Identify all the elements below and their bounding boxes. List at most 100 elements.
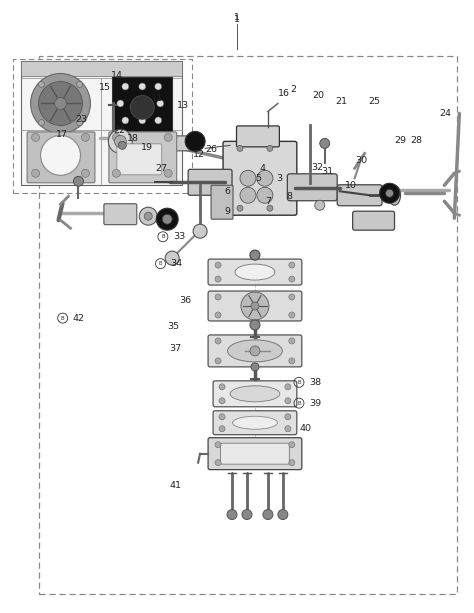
Circle shape <box>289 312 295 318</box>
Text: 18: 18 <box>127 134 139 143</box>
Bar <box>21 61 182 75</box>
Circle shape <box>215 276 221 282</box>
Text: 20: 20 <box>312 91 324 100</box>
Circle shape <box>165 251 179 265</box>
FancyBboxPatch shape <box>353 211 394 230</box>
Text: 9: 9 <box>225 207 230 216</box>
Text: B: B <box>161 234 164 239</box>
Text: 10: 10 <box>345 181 356 190</box>
Text: 37: 37 <box>170 344 182 352</box>
Text: 1: 1 <box>234 15 240 23</box>
Text: 17: 17 <box>56 129 68 139</box>
Text: 5: 5 <box>255 173 261 183</box>
Circle shape <box>237 145 243 151</box>
Text: 27: 27 <box>155 164 167 173</box>
Circle shape <box>215 312 221 318</box>
Circle shape <box>289 460 295 466</box>
Circle shape <box>55 97 66 110</box>
Circle shape <box>219 414 225 420</box>
Circle shape <box>130 96 154 120</box>
Text: 2: 2 <box>291 85 297 94</box>
Circle shape <box>162 214 172 224</box>
Ellipse shape <box>230 386 280 402</box>
Text: 15: 15 <box>99 83 110 92</box>
Circle shape <box>227 509 237 519</box>
FancyBboxPatch shape <box>211 185 233 219</box>
Circle shape <box>77 120 82 126</box>
Circle shape <box>267 205 273 211</box>
FancyBboxPatch shape <box>188 169 232 196</box>
Circle shape <box>38 120 45 126</box>
FancyBboxPatch shape <box>208 259 302 285</box>
Circle shape <box>267 145 273 151</box>
Text: 40: 40 <box>300 424 311 433</box>
Text: 36: 36 <box>179 296 191 305</box>
Circle shape <box>32 169 40 177</box>
Text: 8: 8 <box>286 192 292 201</box>
Circle shape <box>41 135 81 175</box>
Text: 3: 3 <box>276 173 283 183</box>
Circle shape <box>250 250 260 260</box>
Circle shape <box>289 358 295 364</box>
Circle shape <box>289 338 295 344</box>
FancyBboxPatch shape <box>213 381 297 407</box>
FancyBboxPatch shape <box>117 144 162 175</box>
Text: 38: 38 <box>309 378 321 387</box>
Bar <box>38 56 457 595</box>
Circle shape <box>164 134 172 142</box>
Text: 25: 25 <box>368 97 380 106</box>
Ellipse shape <box>228 340 283 362</box>
Circle shape <box>215 294 221 300</box>
Text: 6: 6 <box>225 187 230 196</box>
Circle shape <box>215 338 221 344</box>
Text: 12: 12 <box>193 150 205 159</box>
Text: 4: 4 <box>260 164 266 173</box>
Text: 1: 1 <box>234 13 240 22</box>
Text: 29: 29 <box>394 135 406 145</box>
Text: 28: 28 <box>410 135 423 145</box>
Circle shape <box>112 134 120 142</box>
Circle shape <box>156 208 178 230</box>
Text: 24: 24 <box>439 109 451 118</box>
Circle shape <box>385 189 393 197</box>
Text: 26: 26 <box>205 145 217 154</box>
Circle shape <box>73 177 83 186</box>
Circle shape <box>241 292 269 320</box>
FancyBboxPatch shape <box>27 132 95 183</box>
Circle shape <box>250 320 260 330</box>
Circle shape <box>122 117 129 124</box>
Circle shape <box>285 426 291 432</box>
Circle shape <box>77 82 82 88</box>
Circle shape <box>215 442 221 447</box>
Ellipse shape <box>235 264 275 280</box>
Circle shape <box>285 384 291 390</box>
Text: 30: 30 <box>355 156 367 166</box>
Circle shape <box>285 414 291 420</box>
Circle shape <box>240 187 256 204</box>
Circle shape <box>237 205 243 211</box>
Text: B: B <box>61 316 64 321</box>
Circle shape <box>289 442 295 447</box>
Circle shape <box>315 200 325 210</box>
Circle shape <box>118 142 127 150</box>
Circle shape <box>278 509 288 519</box>
Text: 7: 7 <box>264 197 271 206</box>
Circle shape <box>38 82 45 88</box>
Text: 35: 35 <box>167 322 179 330</box>
Circle shape <box>31 74 91 134</box>
Text: 34: 34 <box>171 259 182 268</box>
FancyBboxPatch shape <box>223 142 297 215</box>
Circle shape <box>139 83 146 90</box>
Bar <box>13 59 192 193</box>
Text: B: B <box>297 380 301 385</box>
Text: B: B <box>159 261 162 266</box>
Circle shape <box>257 187 273 204</box>
Text: 39: 39 <box>309 398 321 408</box>
Circle shape <box>193 224 207 238</box>
Circle shape <box>215 358 221 364</box>
Circle shape <box>240 170 256 186</box>
Circle shape <box>250 346 260 356</box>
Circle shape <box>155 83 162 90</box>
Circle shape <box>219 384 225 390</box>
Circle shape <box>144 212 152 220</box>
